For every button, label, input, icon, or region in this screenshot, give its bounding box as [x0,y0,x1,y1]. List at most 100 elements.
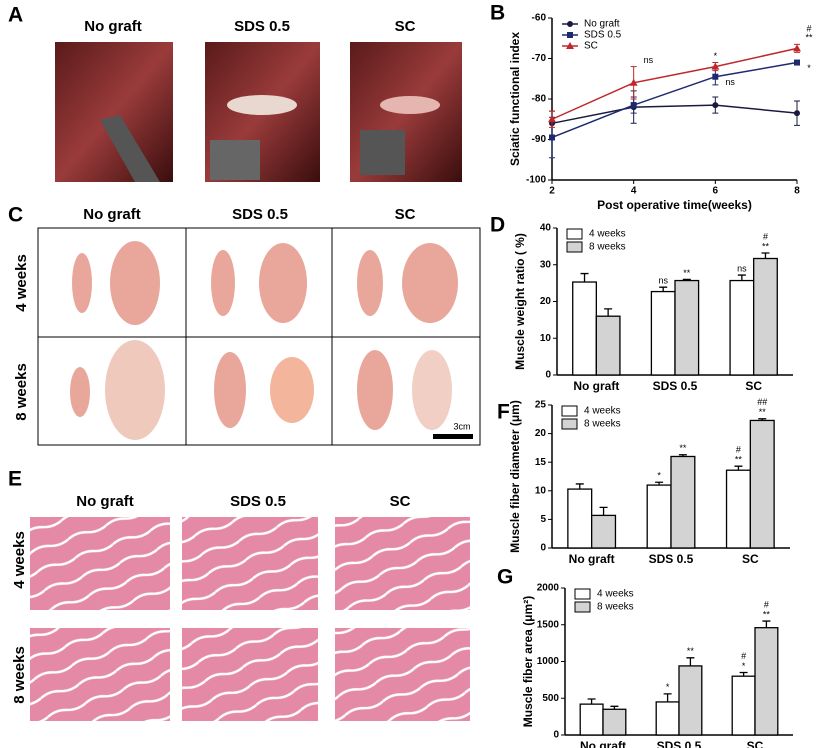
marker [549,134,555,141]
bar [572,281,597,376]
bar [591,514,617,549]
y-tick-label: 500 [542,693,559,704]
column-header: SDS 0.5 [232,206,288,223]
error-bar [580,272,589,283]
bar [731,675,756,736]
panel-label: G [497,566,513,589]
row-label: 8 weeks [11,646,28,704]
y-tick-label: 1500 [537,619,560,630]
bar [754,627,779,736]
marker [711,62,720,70]
bar [749,419,775,549]
marker [629,78,638,86]
x-tick-label: 4 [631,186,637,197]
marker [548,115,556,123]
column-header: No graft [84,18,142,35]
y-axis-label: Muscle weight ratio ( %) [513,233,527,370]
x-axis-label: Post operative time(weeks) [597,198,752,212]
y-tick-label: -100 [526,175,546,186]
bar [753,257,778,376]
marker [712,73,719,80]
annotation: # [741,651,746,661]
y-tick-label: 5 [540,514,546,525]
marker [630,102,637,109]
annotation: ** [679,443,687,453]
bar [595,315,621,376]
annotation: # [764,599,769,609]
histology-images [30,517,470,721]
error-bar [761,252,770,259]
panel-label: D [490,214,505,237]
y-axis-label: Muscle fiber diameter (μm) [508,400,522,553]
bar [567,488,593,549]
legend-swatch [566,241,583,253]
muscle-photos [37,227,481,446]
column-header: SDS 0.5 [234,18,290,35]
y-tick-label: 40 [540,223,552,234]
x-tick-label: SC [742,552,759,566]
y-tick-label: 1000 [537,656,560,667]
y-tick-label: 2000 [537,583,560,594]
legend-label: 4 weeks [589,229,626,240]
y-tick-label: 25 [535,400,547,411]
error-bar [737,274,746,281]
x-tick-label: SDS 0.5 [653,379,698,393]
annotation: ** [759,407,767,417]
y-tick-label: 10 [535,485,547,496]
error-bar [659,286,668,292]
marker [793,44,801,52]
marker [712,102,719,109]
error-bar [686,657,695,666]
annotation: * [714,51,718,61]
y-tick-label: 20 [535,428,547,439]
column-header: SC [395,18,416,35]
scale-bar-label: 3cm [453,421,470,431]
marker [794,59,800,66]
annotation: * [807,63,811,73]
column-header: SC [395,206,416,223]
annotation: * [666,682,670,692]
column-header: SC [390,493,411,510]
annotation: ** [735,455,743,465]
y-tick-label: 20 [540,296,552,307]
legend-label: SC [584,41,598,52]
data-line [551,61,798,139]
bar [579,703,604,736]
y-axis-label: Sciatic functional index [508,32,522,166]
y-tick-label: -90 [532,134,547,145]
x-tick-label: 2 [549,186,555,197]
annotation: # [806,24,811,34]
column-header: No graft [76,493,134,510]
legend-label: 4 weeks [584,406,621,417]
legend-swatch [561,418,578,430]
y-tick-label: 15 [535,457,547,468]
panel-label: B [490,2,505,25]
bar [678,665,703,736]
y-tick-label: -60 [532,13,547,24]
annotation: # [763,231,768,241]
error-bar [599,506,608,516]
legend-label: 4 weeks [597,589,634,600]
legend-swatch [566,228,583,240]
x-tick-label: No graft [580,739,626,748]
marker [566,42,574,49]
legend-label: SDS 0.5 [584,30,622,41]
error-bar [575,483,584,490]
annotation: ns [737,263,747,273]
legend-label: 8 weeks [597,602,634,613]
annotation: * [657,471,661,481]
bar [650,290,676,376]
column-header: No graft [83,206,141,223]
annotation: ** [687,646,695,656]
legend-label: 8 weeks [584,419,621,430]
y-tick-label: 0 [545,370,551,381]
x-tick-label: SDS 0.5 [657,739,702,748]
x-tick-label: SC [747,739,764,748]
bar [729,279,755,376]
legend-swatch [574,588,591,600]
annotation: ** [762,241,770,251]
panel-label: A [8,4,23,27]
x-tick-label: No graft [569,552,615,566]
bar [655,701,680,736]
marker [567,32,573,38]
